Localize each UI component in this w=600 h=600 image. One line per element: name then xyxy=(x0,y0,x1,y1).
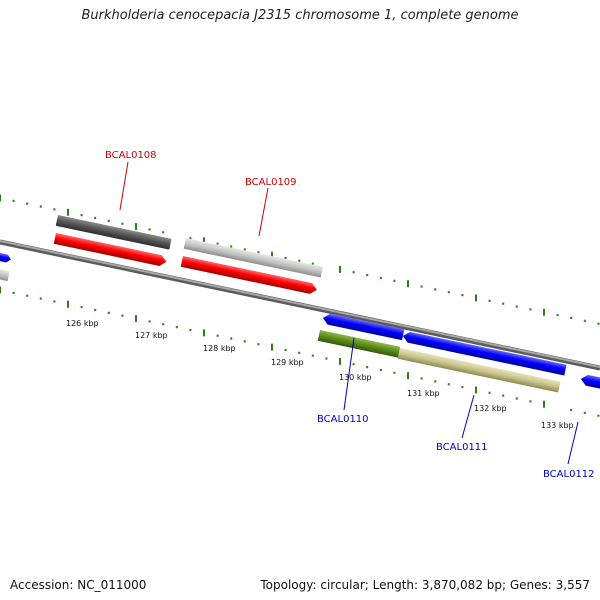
scale-label-126kbp: 126 kbp xyxy=(66,319,99,328)
map-title: Burkholderia cenocepacia J2315 chromosom… xyxy=(81,8,519,23)
gene-label-bcal0110[interactable]: BCAL0110 xyxy=(317,414,369,425)
leader-line-bcal0111 xyxy=(461,394,475,439)
scale-label-132kbp: 132 kbp xyxy=(474,404,507,413)
tick-track-outer xyxy=(0,194,600,325)
scale-label-127kbp: 127 kbp xyxy=(135,331,168,340)
scale-label-130kbp: 130 kbp xyxy=(339,373,372,382)
gene-bar-bcal0108[interactable] xyxy=(55,215,172,250)
gene-bar-bcal0109[interactable] xyxy=(183,238,324,278)
cds-arrow-bcal0111[interactable] xyxy=(402,331,567,376)
tick-track-inner xyxy=(0,286,600,417)
cds-arrow-bcal0109[interactable] xyxy=(180,256,318,295)
leader-line-bcal0108 xyxy=(119,161,129,211)
gene-label-bcal0108[interactable]: BCAL0108 xyxy=(105,150,157,161)
scale-label-131kbp: 131 kbp xyxy=(407,389,440,398)
accession-text: Accession: NC_011000 xyxy=(10,578,147,592)
gene-feature-partial-left[interactable] xyxy=(0,252,12,263)
gene-bar-bcal0110[interactable] xyxy=(317,330,401,358)
chromosome-backbone-highlight xyxy=(0,240,600,368)
gene-label-bcal0109[interactable]: BCAL0109 xyxy=(245,177,297,188)
scale-label-133kbp: 133 kbp xyxy=(541,421,574,430)
topology-text: Topology: circular; Length: 3,870,082 bp… xyxy=(260,578,590,592)
cds-arrow-bcal0110[interactable] xyxy=(322,313,405,341)
cds-arrow-bcal0108[interactable] xyxy=(53,233,168,267)
scale-label-128kbp: 128 kbp xyxy=(203,344,236,353)
leader-line-bcal0112 xyxy=(567,421,579,465)
gene-label-bcal0112[interactable]: BCAL0112 xyxy=(543,469,595,480)
cds-arrow-bcal0112[interactable] xyxy=(580,374,600,391)
leader-line-bcal0109 xyxy=(258,187,269,237)
gene-label-bcal0111[interactable]: BCAL0111 xyxy=(436,442,488,453)
scale-label-129kbp: 129 kbp xyxy=(271,358,304,367)
gene-bar-bcal0111[interactable] xyxy=(397,348,561,393)
gene-feature-partial-left-grey[interactable] xyxy=(0,268,10,282)
leader-line-bcal0110 xyxy=(343,337,355,411)
